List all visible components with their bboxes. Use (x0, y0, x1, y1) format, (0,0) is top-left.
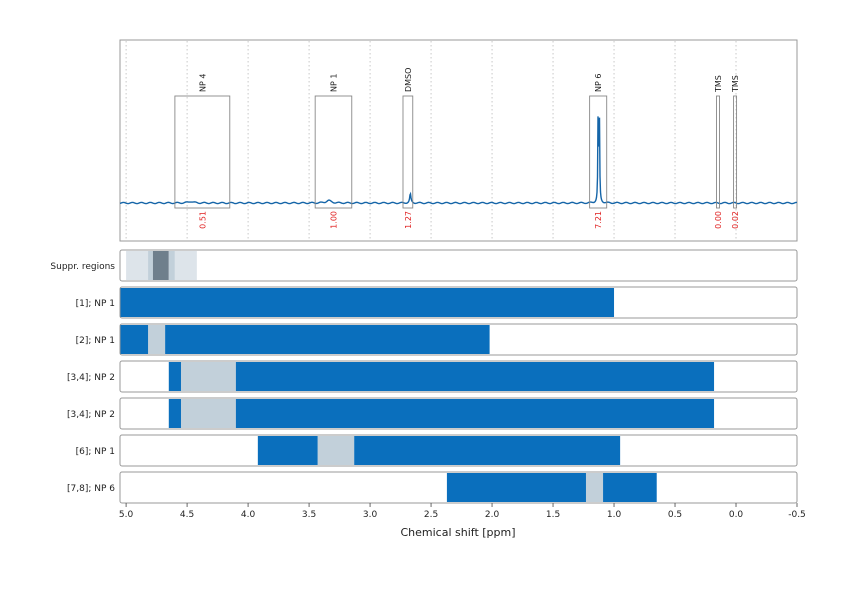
suppressed-segment (174, 251, 197, 280)
suppressed-segment (148, 251, 153, 280)
signal-region: TMS 0.00 (714, 75, 723, 229)
row-label: Suppr. regions (50, 262, 115, 272)
signal-region-label: NP 1 (329, 74, 338, 92)
suppressed-segment (148, 325, 166, 354)
x-axis-label: Chemical shift [ppm] (400, 526, 515, 539)
range-bar (257, 436, 318, 465)
x-tick-label: 4.5 (180, 510, 194, 520)
signal-region-value: 7.21 (594, 211, 603, 229)
range-row: Suppr. regions (50, 249, 798, 282)
signal-region: NP 4 0.51 (174, 74, 231, 229)
range-bar (168, 399, 181, 428)
suppressed-segment (180, 362, 236, 391)
range-bar (235, 399, 715, 428)
x-tick-label: 1.5 (546, 510, 560, 520)
spectrum-panel (119, 39, 798, 242)
range-bar (120, 325, 149, 354)
x-tick-label: 2.5 (424, 510, 438, 520)
range-row: [2]; NP 1 (76, 323, 798, 356)
range-rows: Suppr. regions [1]; NP 1 [2]; NP 1 [3,4]; N… (50, 249, 798, 504)
row-label: [7,8]; NP 6 (67, 484, 115, 494)
suppressed-segment (152, 251, 169, 280)
row-frame (119, 249, 798, 282)
range-bar (165, 325, 490, 354)
x-tick-label: 1.0 (607, 510, 622, 520)
spectrum-trace (119, 116, 798, 205)
signal-region-value: 0.51 (198, 211, 207, 229)
suppressed-segment (585, 473, 604, 502)
x-tick-label: 4.0 (241, 510, 256, 520)
x-tick-label: 0.5 (668, 510, 682, 520)
row-label: [3,4]; NP 2 (67, 410, 115, 420)
suppressed-segment (317, 436, 355, 465)
row-label: [3,4]; NP 2 (67, 373, 115, 383)
suppressed-segment (126, 251, 149, 280)
range-bar (168, 362, 181, 391)
row-label: [6]; NP 1 (76, 447, 115, 457)
signal-region-box (314, 95, 353, 209)
signal-region: DMSO 1.27 (402, 68, 414, 229)
range-row: [3,4]; NP 2 (67, 360, 798, 393)
signal-region-value: 1.27 (404, 211, 413, 229)
x-tick-label: 5.0 (119, 510, 134, 520)
range-row: [1]; NP 1 (76, 286, 798, 319)
range-row: [3,4]; NP 2 (67, 397, 798, 430)
signal-region-label: TMS (714, 75, 723, 93)
signal-region-label: NP 4 (198, 74, 207, 92)
x-tick-label: 2.0 (485, 510, 500, 520)
spectrum-frame (119, 39, 798, 242)
x-axis: 5.0 4.5 4.0 3.5 3.0 2.5 2.0 1.5 1.0 0.5 0.0 -0.5 (119, 503, 806, 520)
signal-region-box (716, 95, 720, 209)
signal-region: NP 6 7.21 (589, 74, 608, 229)
range-bar (603, 473, 657, 502)
signal-region: TMS 0.02 (731, 75, 740, 229)
signal-region-label: DMSO (404, 68, 413, 92)
signal-region-label: NP 6 (594, 74, 603, 92)
x-tick-label: 3.5 (302, 510, 316, 520)
signal-region-box (733, 95, 738, 209)
signal-region-value: 1.00 (329, 211, 338, 229)
range-bar (235, 362, 715, 391)
x-tick-label: 0.0 (729, 510, 744, 520)
range-row: [7,8]; NP 6 (67, 471, 798, 504)
signal-region-value: 0.00 (714, 211, 723, 229)
range-bar (120, 288, 615, 317)
row-label: [1]; NP 1 (76, 299, 115, 309)
signal-region-box (589, 95, 608, 209)
x-tick-label: -0.5 (788, 510, 806, 520)
suppressed-segment (168, 251, 175, 280)
range-bar (354, 436, 621, 465)
signal-region-box (174, 95, 231, 209)
signal-region: NP 1 1.00 (314, 74, 353, 229)
row-label: [2]; NP 1 (76, 336, 115, 346)
x-tick-label: 3.0 (363, 510, 378, 520)
signal-region-value: 0.02 (731, 211, 740, 229)
signal-region-label: TMS (731, 75, 740, 93)
signal-region-box (402, 95, 414, 209)
range-bar (446, 473, 586, 502)
suppressed-segment (180, 399, 236, 428)
range-row: [6]; NP 1 (76, 434, 798, 467)
